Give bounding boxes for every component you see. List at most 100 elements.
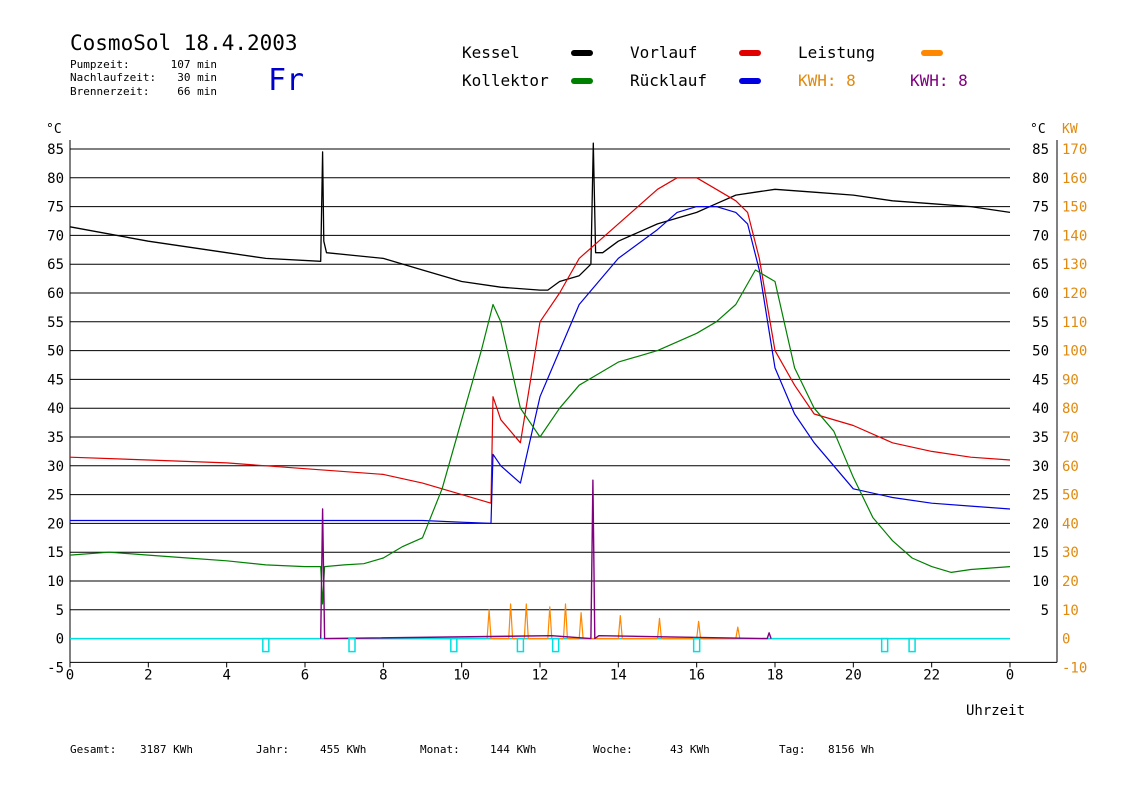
y-tick-label-left: 5 (56, 603, 64, 619)
pump-marker (880, 637, 889, 653)
x-tick-label: 12 (532, 667, 549, 683)
y-tick-label-left: 50 (47, 344, 64, 360)
legend-label: Kessel (462, 43, 520, 62)
y-tick-label-right: 35 (1032, 430, 1049, 446)
y-tick-label-power: 30 (1062, 545, 1079, 561)
y-axis-unit-power: KW (1062, 122, 1078, 137)
footer-label: Woche: (593, 743, 633, 756)
x-tick-label: 8 (379, 667, 387, 683)
x-tick-label: 20 (845, 667, 862, 683)
footer-stats: Gesamt: 3187 KWh Jahr: 455 KWh Monat: 14… (70, 743, 874, 756)
chart-title: CosmoSol 18.4.2003 (70, 31, 298, 55)
x-tick-label: 14 (610, 667, 627, 683)
footer-value: 3187 KWh (140, 743, 193, 756)
y-tick-label-power: 10 (1062, 603, 1079, 619)
stat-label: Nachlaufzeit: (70, 71, 156, 84)
footer-label: Monat: (420, 743, 460, 756)
pump-marker (348, 637, 356, 653)
y-tick-label-power: 40 (1062, 516, 1079, 532)
pump-marker (551, 637, 560, 653)
y-tick-label-right: 30 (1032, 459, 1049, 475)
x-tick-label: 0 (1006, 667, 1014, 683)
day-label: Fr (268, 63, 304, 98)
legend-swatch (921, 50, 943, 56)
x-tick-label: 4 (222, 667, 230, 683)
legend-label: Kollektor (462, 71, 549, 90)
y-tick-label-power: 80 (1062, 401, 1079, 417)
kwh-label: KWH: 8 (798, 71, 856, 90)
y-tick-label-right: 65 (1032, 257, 1049, 273)
stat-value: 107 min (171, 58, 217, 71)
pump-marker (262, 637, 270, 653)
y-tick-label-power: -10 (1062, 660, 1087, 676)
legend-swatch (571, 78, 593, 84)
series-kollektor-line (69, 269, 1011, 605)
y-tick-label-right: 45 (1032, 372, 1049, 388)
y-tick-label-power: 50 (1062, 488, 1079, 504)
footer-label: Tag: (779, 743, 806, 756)
series-ruecklauf-line (70, 206, 1011, 525)
x-axis-label: Uhrzeit (966, 703, 1025, 719)
stat-value: 66 min (177, 85, 217, 98)
stats-block: Pumpzeit: 107 min Nachlaufzeit: 30 min B… (70, 58, 217, 98)
y-tick-label-right: 50 (1032, 344, 1049, 360)
y-tick-label-power: 20 (1062, 574, 1079, 590)
tick-labels: -505101520253035404550556065707580855101… (47, 142, 1087, 683)
series-brenner-line (320, 479, 772, 640)
y-tick-label-power: 160 (1062, 171, 1087, 187)
x-tick-label: 2 (144, 667, 152, 683)
pump-marker (450, 637, 458, 653)
y-tick-label-right: 5 (1041, 603, 1049, 619)
stat-label: Brennerzeit: (70, 85, 149, 98)
y-tick-label-left: 25 (47, 488, 64, 504)
y-tick-label-left: 15 (47, 545, 64, 561)
stat-value: 30 min (177, 71, 217, 84)
y-tick-label-left: 85 (47, 142, 64, 158)
y-tick-label-right: 15 (1032, 545, 1049, 561)
y-tick-label-left: 70 (47, 228, 64, 244)
x-tick-label: 6 (301, 667, 309, 683)
y-tick-label-left: 60 (47, 286, 64, 302)
y-tick-label-right: 60 (1032, 286, 1049, 302)
series-kessel-line (69, 142, 1011, 291)
y-tick-label-power: 70 (1062, 430, 1079, 446)
footer-label: Jahr: (256, 743, 289, 756)
y-tick-label-right: 25 (1032, 488, 1049, 504)
pump-marker (516, 637, 525, 653)
y-tick-label-left: 30 (47, 459, 64, 475)
pump-marker (692, 637, 701, 653)
y-tick-label-right: 70 (1032, 228, 1049, 244)
grid-lines (70, 148, 1010, 640)
series-vorlauf-line (69, 177, 1011, 504)
x-tick-label: 16 (688, 667, 705, 683)
y-axis-unit-left: °C (46, 122, 62, 137)
legend-swatch (739, 50, 761, 56)
y-tick-label-right: 55 (1032, 315, 1049, 331)
y-tick-label-left: 65 (47, 257, 64, 273)
y-tick-label-power: 60 (1062, 459, 1079, 475)
y-tick-label-right: 85 (1032, 142, 1049, 158)
y-tick-label-left: 45 (47, 372, 64, 388)
footer-label: Gesamt: (70, 743, 116, 756)
y-tick-label-left: 35 (47, 430, 64, 446)
y-tick-label-power: 100 (1062, 344, 1087, 360)
legend-label: Leistung (798, 43, 875, 62)
y-tick-label-left: 0 (56, 632, 64, 648)
x-tick-label: 22 (923, 667, 940, 683)
series-group (69, 142, 1011, 640)
legend-swatch (571, 50, 593, 56)
y-tick-label-power: 110 (1062, 315, 1087, 331)
y-tick-label-left: 40 (47, 401, 64, 417)
y-tick-label-left: 10 (47, 574, 64, 590)
y-tick-label-power: 130 (1062, 257, 1087, 273)
y-tick-label-right: 10 (1032, 574, 1049, 590)
x-tick-label: 10 (453, 667, 470, 683)
footer-value: 43 KWh (670, 743, 710, 756)
y-axis-unit-right: °C (1030, 122, 1046, 137)
kwh-label: KWH: 8 (910, 71, 968, 90)
legend: Kessel Vorlauf Leistung Kollektor Rückla… (462, 43, 968, 90)
x-tick-label: 0 (66, 667, 74, 683)
stat-label: Pumpzeit: (70, 58, 130, 71)
legend-label: Rücklauf (630, 71, 707, 90)
